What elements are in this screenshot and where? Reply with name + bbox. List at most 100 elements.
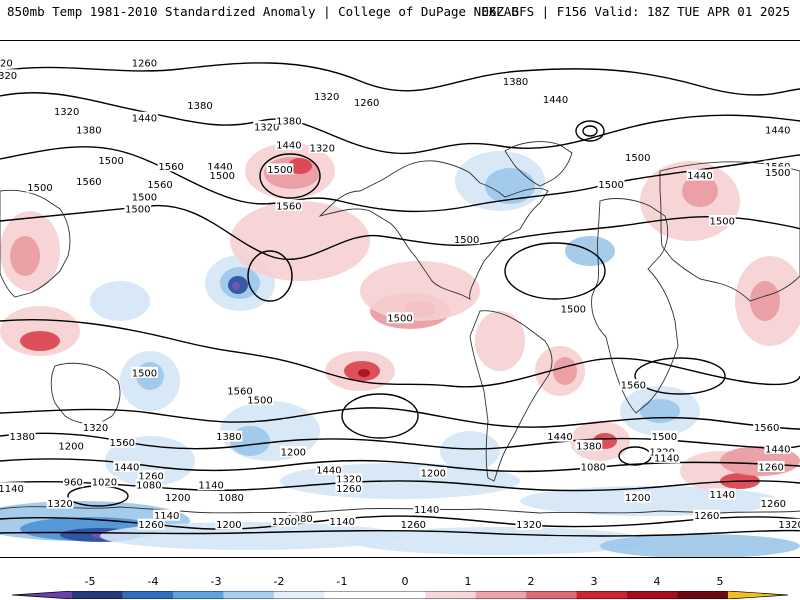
- contour-label-bg: [208, 169, 236, 181]
- contour-label-bg: [26, 181, 54, 193]
- contour-label: 1500: [246, 394, 274, 407]
- contour-label-text: 1200: [421, 469, 446, 480]
- contour-label-text: 1260: [354, 98, 379, 109]
- contour-label: 1320: [46, 497, 74, 510]
- contour-label-text: 1080: [218, 493, 243, 504]
- contour-label-bg: [453, 233, 481, 245]
- colorbar-segment: [172, 591, 224, 599]
- contour-label-text: 1080: [287, 514, 312, 525]
- contour-label-text: 1380: [576, 441, 601, 452]
- contour-label-text: 1140: [414, 505, 439, 516]
- contour-label-text: 1320: [0, 71, 17, 82]
- colorbar-segment: [324, 591, 376, 599]
- contour-label-text: 1500: [598, 180, 623, 191]
- contour-label: 1260: [353, 96, 381, 109]
- contour-label-text: 1500: [652, 432, 677, 443]
- contour-label-text: 1380: [187, 101, 212, 112]
- contour-label-bg: [399, 518, 427, 530]
- contour-label: 1380: [8, 430, 36, 443]
- contour-label-bg: [619, 379, 647, 391]
- contour-label-text: 960: [64, 478, 83, 489]
- contour-label-bg: [0, 57, 14, 69]
- contour-label-bg: [275, 114, 303, 126]
- north-america-outline: [318, 160, 549, 300]
- contour-label-bg: [597, 178, 625, 190]
- contour-label-text: 1260: [694, 511, 719, 522]
- colorbar: [12, 591, 788, 599]
- contour-label: 1560: [75, 175, 103, 188]
- anomaly-patch: [100, 522, 400, 550]
- contour-label: 1500: [266, 163, 294, 176]
- anomaly-patch: [682, 175, 718, 207]
- contour-label-text: 1140: [329, 517, 354, 528]
- contour-ring: [634, 357, 726, 395]
- europe-africa-outline: [591, 198, 679, 414]
- contour-label-text: 1500: [247, 396, 272, 407]
- contour-label: 1080: [286, 512, 314, 525]
- contour-label-text: 1320: [47, 499, 72, 510]
- anomaly-patch: [640, 399, 680, 423]
- contour-label-bg: [113, 461, 141, 473]
- contour-label-bg: [313, 90, 341, 102]
- contour-label-bg: [648, 445, 676, 457]
- contour-label-bg: [764, 166, 792, 178]
- anomaly-patch: [750, 281, 780, 321]
- colorbar-tick-label: 5: [716, 575, 724, 588]
- contour-label-text: 1140: [0, 484, 24, 495]
- contour-label: 1560: [157, 160, 185, 173]
- colorbar-tick-label: -1: [336, 575, 348, 588]
- contour-label-text: 1320: [309, 144, 334, 155]
- anomaly-patch: [288, 158, 312, 174]
- contour-label-text: 1260: [401, 520, 426, 531]
- contour-label: 1380: [75, 123, 103, 136]
- contour-label: 1320: [0, 69, 18, 82]
- anomaly-patch: [230, 201, 370, 281]
- contour-label: 1380: [215, 430, 243, 443]
- contour-label-bg: [753, 421, 781, 433]
- contour-line: [0, 407, 800, 430]
- anomaly-patch: [600, 534, 800, 557]
- contour-label: 1380: [502, 75, 529, 88]
- contour-label-bg: [764, 123, 792, 135]
- contour-label: 1200: [271, 515, 298, 528]
- contour-label-text: 1560: [621, 381, 646, 392]
- contour-label: 1320: [0, 57, 14, 70]
- contour-label-text: 1500: [709, 217, 734, 228]
- contour-label-bg: [624, 491, 652, 503]
- contour-label-text: 1080: [136, 481, 161, 492]
- contour-label-text: 1320: [516, 520, 541, 531]
- contour-label: 1440: [686, 169, 714, 182]
- contour-label-bg: [97, 154, 125, 166]
- contour-label: 1140: [653, 451, 681, 464]
- contour-label-bg: [75, 123, 103, 135]
- contour-label: 1140: [413, 503, 441, 516]
- contour-ring: [247, 250, 293, 302]
- contour-label: 1140: [0, 482, 25, 495]
- contour-label: 960: [63, 476, 84, 489]
- contour-label: 1200: [419, 467, 447, 480]
- anomaly-shading: [0, 143, 800, 557]
- colorbar-tick-label: -2: [273, 575, 285, 588]
- contour-label: 1500: [26, 181, 54, 194]
- contour-label-text: 1500: [267, 165, 292, 176]
- contour-label: 1260: [693, 509, 721, 522]
- greenland-outline: [504, 141, 573, 187]
- anomaly-patch: [358, 369, 370, 377]
- contour-ring: [504, 242, 606, 300]
- contour-label-text: 1560: [158, 162, 183, 173]
- contour-label-bg: [131, 111, 158, 123]
- contour-label-text: 1500: [27, 183, 52, 194]
- contour-line: [0, 529, 800, 537]
- contour-label: 1140: [197, 479, 225, 492]
- contour-label-bg: [197, 479, 225, 491]
- colorbar-segment: [677, 591, 729, 599]
- map-title: 850mb Temp 1981-2010 Standardized Anomal…: [7, 4, 519, 19]
- contour-label: 1320: [313, 90, 341, 103]
- contour-label-text: 1500: [625, 153, 650, 164]
- contour-label: 1440: [206, 160, 234, 173]
- contour-label-bg: [757, 461, 785, 473]
- contour-label-text: 1440: [276, 141, 301, 152]
- contour-label: 1560: [753, 421, 781, 434]
- contour-label: 1260: [131, 57, 158, 70]
- colorbar-segment: [526, 591, 578, 599]
